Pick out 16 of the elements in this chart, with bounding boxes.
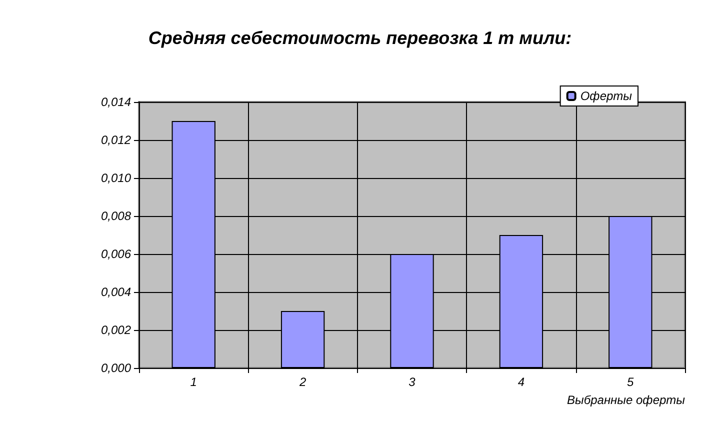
chart-title: Средняя себестоимость перевозка 1 т мили: xyxy=(148,28,572,48)
x-tick-label: 2 xyxy=(298,375,306,389)
y-tick-label: 0,000 xyxy=(100,361,132,375)
y-tick-label: 0,012 xyxy=(100,133,132,147)
x-axis-title: Выбранные оферты xyxy=(567,393,686,407)
x-tick-label: 5 xyxy=(627,375,634,389)
y-tick-label: 0,008 xyxy=(100,209,132,223)
x-tick-label: 1 xyxy=(190,375,197,389)
x-tick-label: 3 xyxy=(408,375,416,389)
y-tick-label: 0,014 xyxy=(100,95,132,109)
y-tick-label: 0,002 xyxy=(100,323,132,337)
legend-label: Оферты xyxy=(580,89,632,103)
y-tick-label: 0,004 xyxy=(100,285,132,299)
y-tick-label: 0,010 xyxy=(100,171,132,185)
y-tick-label: 0,006 xyxy=(100,247,132,261)
x-tick-label: 4 xyxy=(518,375,525,389)
